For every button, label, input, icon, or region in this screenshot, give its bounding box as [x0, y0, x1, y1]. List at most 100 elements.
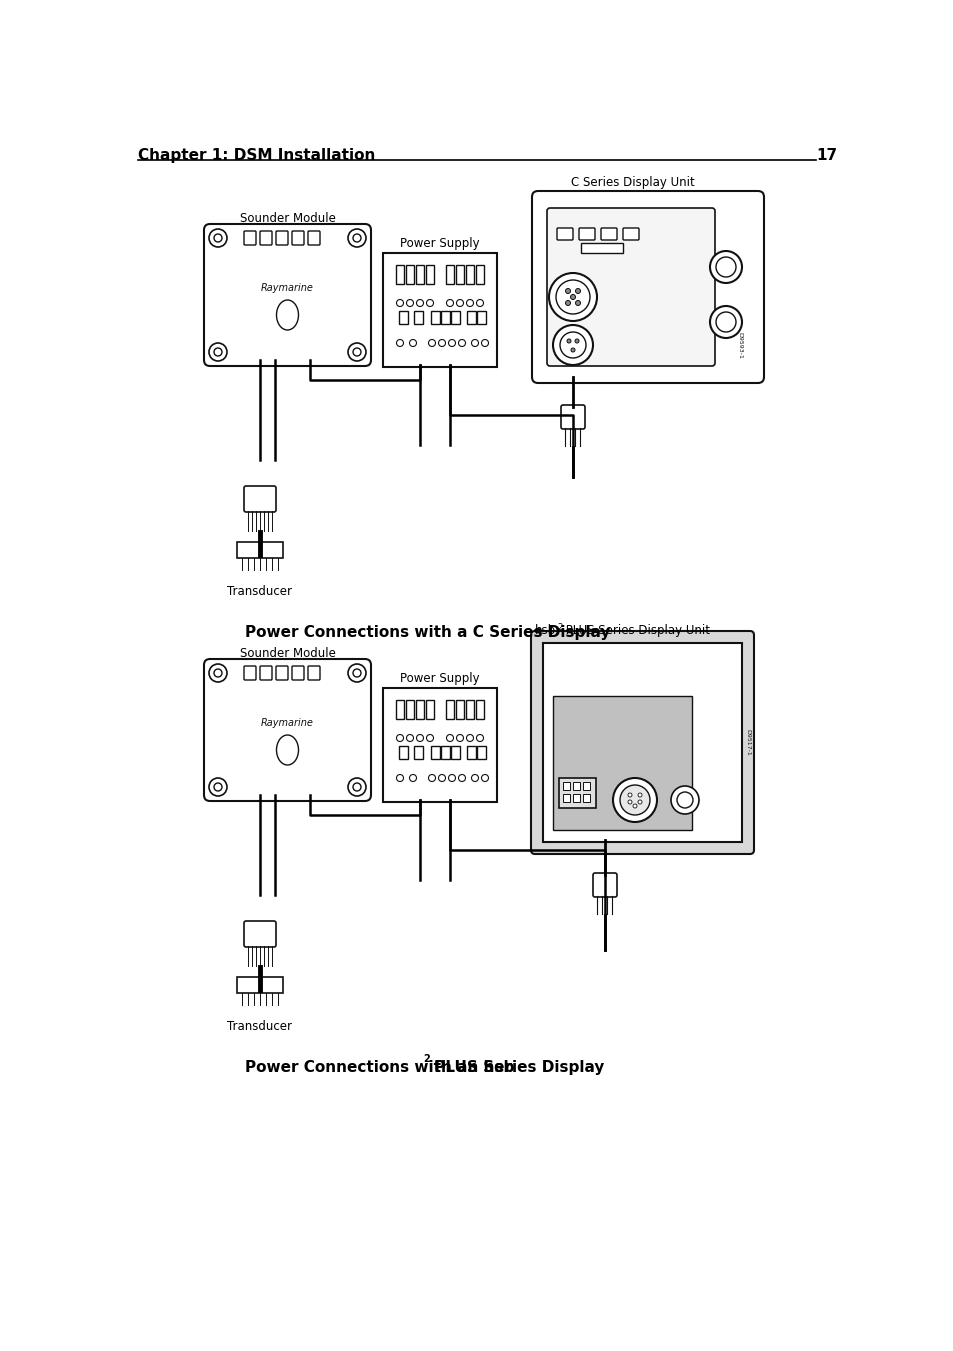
FancyBboxPatch shape [562, 782, 570, 790]
FancyBboxPatch shape [244, 666, 255, 680]
Text: hsb: hsb [535, 624, 556, 638]
FancyBboxPatch shape [466, 700, 474, 719]
Circle shape [548, 273, 597, 322]
FancyBboxPatch shape [572, 782, 579, 790]
Circle shape [396, 735, 403, 742]
Circle shape [670, 786, 699, 815]
Circle shape [677, 792, 692, 808]
Circle shape [638, 800, 641, 804]
Text: Power Connections with a C Series Display: Power Connections with a C Series Displa… [245, 626, 610, 640]
FancyBboxPatch shape [244, 486, 275, 512]
Text: PLUS Series Display: PLUS Series Display [429, 1061, 604, 1075]
FancyBboxPatch shape [275, 666, 288, 680]
Circle shape [209, 230, 227, 247]
Circle shape [565, 289, 570, 293]
FancyBboxPatch shape [441, 746, 450, 758]
Circle shape [556, 280, 589, 313]
Circle shape [471, 339, 478, 346]
FancyBboxPatch shape [466, 265, 474, 284]
FancyBboxPatch shape [236, 542, 283, 558]
FancyBboxPatch shape [308, 231, 319, 245]
Text: 2: 2 [557, 623, 561, 632]
Text: Sounder Module: Sounder Module [239, 212, 335, 226]
FancyBboxPatch shape [467, 746, 476, 758]
FancyBboxPatch shape [406, 265, 414, 284]
FancyBboxPatch shape [451, 311, 460, 323]
Circle shape [458, 774, 465, 781]
Circle shape [575, 300, 579, 305]
Circle shape [456, 735, 463, 742]
FancyBboxPatch shape [622, 228, 639, 240]
FancyBboxPatch shape [396, 700, 404, 719]
Circle shape [575, 339, 578, 343]
Circle shape [448, 339, 455, 346]
Circle shape [348, 230, 366, 247]
FancyBboxPatch shape [600, 228, 617, 240]
Circle shape [446, 735, 453, 742]
Text: PLUS Series Display Unit: PLUS Series Display Unit [561, 624, 709, 638]
Circle shape [213, 784, 222, 790]
FancyBboxPatch shape [399, 746, 408, 758]
FancyBboxPatch shape [542, 643, 741, 842]
Circle shape [471, 774, 478, 781]
Text: Transducer: Transducer [227, 585, 293, 598]
Circle shape [716, 257, 735, 277]
FancyBboxPatch shape [414, 746, 423, 758]
Circle shape [476, 300, 483, 307]
FancyBboxPatch shape [477, 746, 486, 758]
FancyBboxPatch shape [382, 253, 497, 367]
Circle shape [348, 343, 366, 361]
Circle shape [466, 300, 473, 307]
FancyBboxPatch shape [531, 631, 753, 854]
FancyBboxPatch shape [292, 666, 304, 680]
Circle shape [406, 300, 413, 307]
Ellipse shape [276, 735, 298, 765]
Circle shape [209, 663, 227, 682]
Ellipse shape [276, 300, 298, 330]
Circle shape [213, 349, 222, 357]
Circle shape [619, 785, 649, 815]
FancyBboxPatch shape [476, 700, 484, 719]
Text: Power Supply: Power Supply [399, 671, 479, 685]
Text: C Series Display Unit: C Series Display Unit [571, 176, 694, 189]
Circle shape [438, 339, 445, 346]
FancyBboxPatch shape [431, 746, 440, 758]
Circle shape [409, 339, 416, 346]
Circle shape [559, 332, 585, 358]
FancyBboxPatch shape [476, 265, 484, 284]
FancyBboxPatch shape [204, 659, 371, 801]
FancyBboxPatch shape [260, 231, 272, 245]
Circle shape [570, 295, 575, 300]
Circle shape [353, 349, 360, 357]
Circle shape [458, 339, 465, 346]
FancyBboxPatch shape [399, 311, 408, 323]
Circle shape [416, 735, 423, 742]
FancyBboxPatch shape [562, 793, 570, 802]
FancyBboxPatch shape [467, 311, 476, 323]
Circle shape [396, 339, 403, 346]
Circle shape [409, 774, 416, 781]
FancyBboxPatch shape [446, 265, 454, 284]
FancyBboxPatch shape [557, 228, 573, 240]
FancyBboxPatch shape [414, 311, 423, 323]
Circle shape [213, 234, 222, 242]
Circle shape [213, 669, 222, 677]
Circle shape [348, 663, 366, 682]
Circle shape [613, 778, 657, 821]
Circle shape [481, 774, 488, 781]
FancyBboxPatch shape [593, 873, 617, 897]
FancyBboxPatch shape [582, 793, 590, 802]
Circle shape [566, 339, 571, 343]
Text: 17: 17 [815, 149, 836, 163]
Text: Chapter 1: DSM Installation: Chapter 1: DSM Installation [138, 149, 375, 163]
FancyBboxPatch shape [580, 243, 622, 253]
Circle shape [627, 793, 631, 797]
Circle shape [565, 300, 570, 305]
FancyBboxPatch shape [532, 190, 763, 382]
FancyBboxPatch shape [560, 405, 584, 430]
Text: Raymarine: Raymarine [261, 717, 314, 728]
FancyBboxPatch shape [426, 700, 434, 719]
Text: Raymarine: Raymarine [261, 282, 314, 293]
FancyBboxPatch shape [260, 666, 272, 680]
Circle shape [446, 300, 453, 307]
